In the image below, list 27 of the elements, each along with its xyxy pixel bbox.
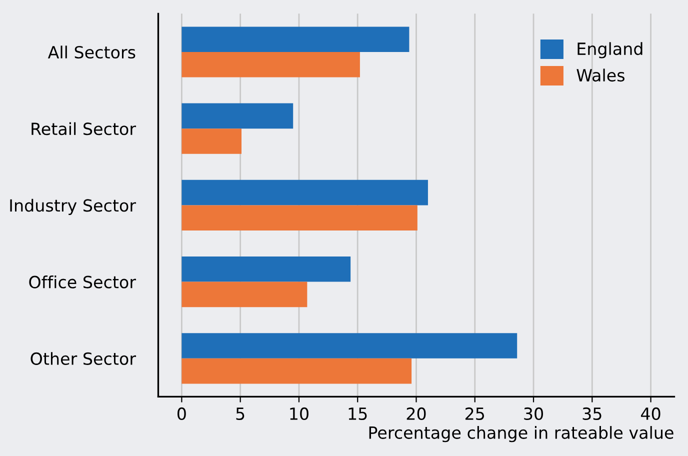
bar	[182, 282, 308, 308]
bar	[182, 205, 418, 230]
x-tick-label: 35	[582, 407, 602, 420]
bar	[182, 256, 351, 282]
bar	[182, 180, 428, 206]
x-tick-label: 25	[465, 407, 484, 420]
bar	[182, 358, 412, 384]
y-tick-label: Industry Sector	[10, 198, 136, 215]
bar	[182, 26, 410, 52]
x-tick-label: 5	[236, 408, 244, 420]
x-tick-label: 15	[348, 408, 367, 420]
x-tick-label: 40	[640, 407, 660, 420]
y-tick-label: Retail Sector	[32, 122, 136, 136]
y-tick-label: All Sectors	[48, 46, 136, 59]
x-tick-label: 30	[524, 407, 544, 420]
legend-label: England	[578, 42, 642, 58]
x-axis-title: Percentage change in rateable value	[369, 426, 674, 442]
y-tick-label: Other Sector	[30, 352, 136, 365]
x-tick-label: 0	[177, 407, 186, 420]
y-tick-label: Office Sector	[29, 275, 136, 288]
legend-label: Wales	[576, 68, 624, 82]
bar	[182, 128, 242, 154]
x-tick-label: 20	[406, 407, 426, 420]
bar	[182, 52, 360, 78]
bar	[182, 103, 294, 129]
bar	[182, 333, 518, 358]
x-tick-label: 10	[290, 407, 308, 420]
